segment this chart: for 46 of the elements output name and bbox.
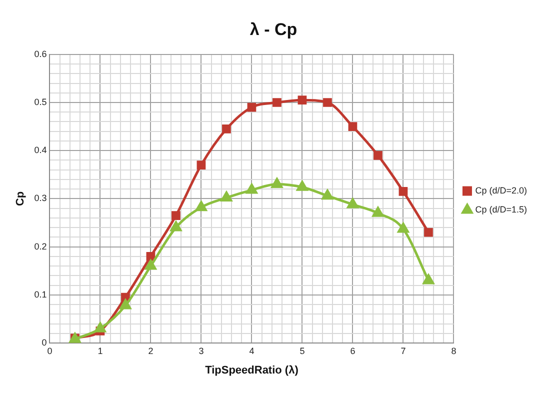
- x-tick-label: 2: [148, 346, 154, 356]
- point: [372, 206, 384, 217]
- x-tick-label: 7: [400, 346, 406, 356]
- y-tick-label: 0.1: [34, 289, 47, 300]
- point: [271, 178, 283, 188]
- point: [247, 102, 256, 112]
- point: [424, 228, 433, 237]
- point: [196, 201, 207, 212]
- point: [246, 184, 258, 194]
- y-tick-label: 0.3: [34, 193, 47, 204]
- point: [220, 191, 232, 202]
- y-tick-label: 0: [42, 337, 47, 348]
- point: [120, 299, 132, 310]
- x-tick-label: 8: [451, 346, 456, 356]
- y-tick-label: 0.6: [34, 48, 47, 59]
- point: [222, 124, 231, 134]
- point: [347, 198, 358, 208]
- point: [296, 180, 308, 191]
- point: [398, 222, 409, 233]
- point: [322, 190, 334, 200]
- point: [172, 211, 180, 220]
- point: [145, 260, 156, 270]
- point: [422, 274, 434, 284]
- point: [272, 98, 282, 107]
- point: [170, 221, 182, 232]
- x-tick-label: 4: [249, 346, 254, 356]
- x-tick-label: 3: [198, 346, 204, 356]
- x-tick-label: 1: [98, 346, 103, 356]
- point: [196, 160, 206, 170]
- y-tick-label: 0.4: [34, 145, 47, 156]
- x-tick-label: 5: [300, 346, 305, 356]
- y-tick-label: 0.5: [34, 96, 47, 107]
- point: [398, 187, 408, 196]
- point: [348, 122, 358, 131]
- point: [374, 150, 382, 160]
- point: [323, 98, 332, 107]
- x-axis-title: TipSpeedRatio (λ): [205, 364, 299, 376]
- legend-label: Cp (d/D=1.5): [475, 204, 528, 214]
- y-axis-title: Cp: [14, 191, 27, 206]
- y-tick-label: 0.2: [34, 241, 47, 252]
- point: [298, 96, 307, 105]
- x-tick-label: 6: [350, 346, 356, 356]
- chart-title: λ - Cp: [250, 20, 298, 39]
- point: [94, 322, 106, 332]
- point: [146, 252, 156, 261]
- legend-label: Cp (d/D=2.0): [475, 185, 528, 196]
